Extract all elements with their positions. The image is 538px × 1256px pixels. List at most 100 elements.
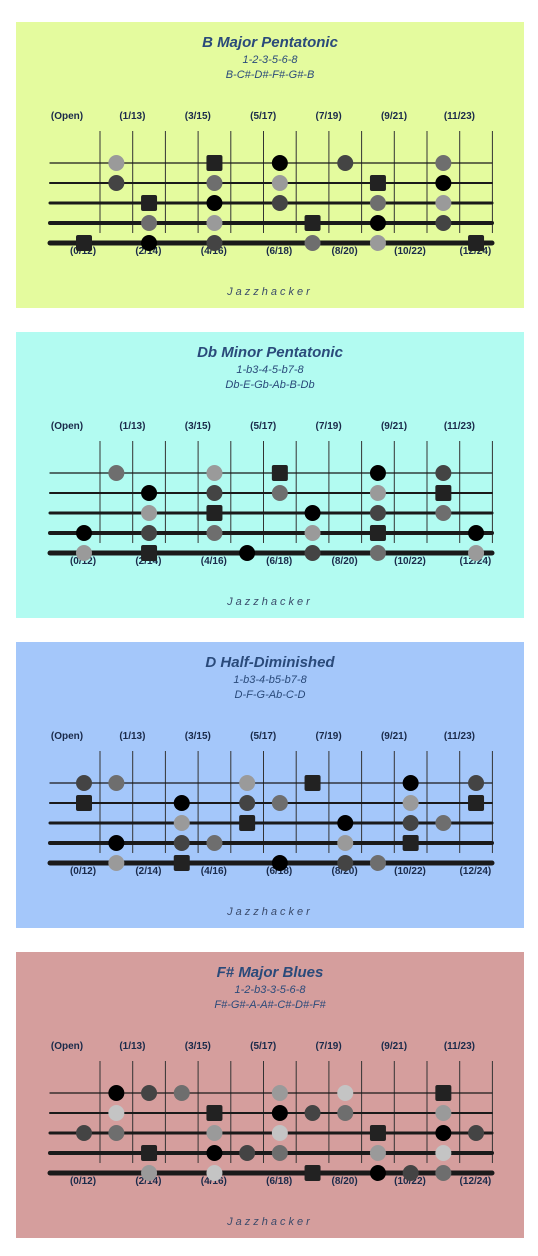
fretboard: (Open) (1/13) (3/15) (5/17) (7/19) (9/21) (11/… (47, 1041, 495, 1187)
fret-label-bottom: (0/12) (70, 556, 96, 567)
scale-notes: F#-G#-A-A#-C#-D#-F# (214, 999, 326, 1011)
note-marker (76, 775, 92, 791)
scale-title: Db Minor Pentatonic (197, 344, 343, 361)
fret-label-bottom: (6/18) (266, 246, 292, 257)
note-marker (468, 1125, 485, 1141)
note-marker (108, 855, 125, 871)
note-marker (108, 835, 125, 851)
scale-panel: F# Major Blues 1-2-b3-3-5-6-8 F#-G#-A-A#-C… (16, 952, 524, 1238)
root-note-marker (435, 485, 452, 501)
note-marker (239, 795, 256, 811)
fret-label-bottom: (12/24) (460, 556, 492, 567)
scale-notes: Db-E-Gb-Ab-B-Db (225, 379, 315, 391)
fret-label-bottom: (6/18) (266, 866, 292, 877)
note-marker (141, 215, 158, 231)
fret-label-top: (1/13) (119, 1041, 145, 1052)
note-marker (206, 1145, 223, 1161)
fret-label-top: (7/19) (316, 731, 342, 742)
fretboard: (Open) (1/13) (3/15) (5/17) (7/19) (9/21) (11/… (47, 111, 495, 257)
note-marker (369, 1145, 386, 1161)
root-note-marker (468, 795, 485, 811)
fret-label-top: (Open) (51, 731, 83, 742)
note-marker (304, 1105, 321, 1121)
scale-formula: 1-2-3-5-6-8 (242, 54, 298, 66)
fret-label-bottom: (2/14) (135, 246, 161, 257)
fret-label-bottom: (4/16) (201, 1176, 227, 1187)
note-marker (304, 525, 321, 541)
root-note-marker (304, 1165, 321, 1181)
note-marker (435, 815, 452, 831)
fret-label-bottom: (2/14) (135, 866, 161, 877)
note-marker (206, 835, 223, 851)
root-note-marker (304, 215, 321, 231)
fret-label-bottom: (2/14) (135, 1176, 161, 1187)
fret-label-top: (5/17) (250, 421, 276, 432)
fret-label-top: (3/15) (185, 111, 211, 122)
fretboard: (Open) (1/13) (3/15) (5/17) (7/19) (9/21) (11/… (47, 421, 495, 567)
fret-label-top: (Open) (51, 1041, 83, 1052)
fret-label-top: (Open) (51, 421, 83, 432)
fret-label-top: (11/23) (444, 1041, 475, 1052)
fret-label-bottom: (0/12) (70, 1176, 96, 1187)
note-marker (435, 175, 452, 191)
root-note-marker (468, 235, 485, 251)
note-marker (206, 1125, 223, 1141)
root-note-marker (239, 815, 256, 831)
note-marker (141, 485, 158, 501)
root-note-marker (173, 855, 190, 871)
root-note-marker (141, 545, 158, 561)
scale-panel: B Major Pentatonic 1-2-3-5-6-8 B-C#-D#-F#-… (16, 22, 524, 308)
root-note-marker (435, 1085, 452, 1101)
fret-label-bottom: (8/20) (332, 556, 358, 567)
note-marker (337, 155, 354, 171)
note-marker (108, 1125, 125, 1141)
fret-label-bottom: (8/20) (332, 246, 358, 257)
note-marker (369, 465, 386, 481)
brand-label: Jazzhacker (227, 596, 313, 608)
note-marker (206, 465, 223, 481)
fret-label-top: (1/13) (119, 731, 145, 742)
note-marker (337, 1105, 354, 1121)
root-note-marker (141, 195, 158, 211)
fret-label-top: (9/21) (381, 111, 407, 122)
note-marker (271, 1145, 288, 1161)
fret-label-bottom: (8/20) (332, 866, 358, 877)
note-marker (141, 505, 158, 521)
note-marker (337, 1085, 354, 1101)
fret-label-top: (5/17) (250, 1041, 276, 1052)
fret-label-top: (5/17) (250, 731, 276, 742)
note-marker (239, 775, 256, 791)
fret-label-bottom: (12/24) (460, 246, 492, 257)
fret-label-top: (11/23) (444, 731, 475, 742)
fret-label-bottom: (6/18) (266, 556, 292, 567)
note-marker (141, 1085, 158, 1101)
note-marker (271, 195, 288, 211)
root-note-marker (206, 1105, 223, 1121)
fret-label-top: (Open) (51, 111, 83, 122)
note-marker (435, 1105, 452, 1121)
fret-label-bottom: (10/22) (394, 246, 426, 257)
fret-label-bottom: (10/22) (394, 1176, 426, 1187)
note-marker (271, 175, 288, 191)
note-marker (271, 1085, 288, 1101)
root-note-marker (304, 775, 321, 791)
root-note-marker (206, 505, 223, 521)
note-marker (206, 235, 223, 251)
scale-notes: D-F-G-Ab-C-D (234, 689, 306, 701)
note-marker (402, 815, 419, 831)
note-marker (468, 775, 485, 791)
note-marker (337, 835, 354, 851)
fret-label-top: (11/23) (444, 111, 475, 122)
note-marker (271, 485, 288, 501)
root-note-marker (206, 155, 223, 171)
fret-label-bottom: (12/24) (460, 866, 492, 877)
brand-label: Jazzhacker (227, 906, 313, 918)
fret-label-top: (9/21) (381, 731, 407, 742)
note-marker (239, 1145, 256, 1161)
note-marker (108, 1085, 125, 1101)
note-marker (369, 195, 386, 211)
note-marker (206, 525, 223, 541)
note-marker (141, 1165, 158, 1181)
fret-label-top: (5/17) (250, 111, 276, 122)
note-marker (76, 1125, 92, 1141)
